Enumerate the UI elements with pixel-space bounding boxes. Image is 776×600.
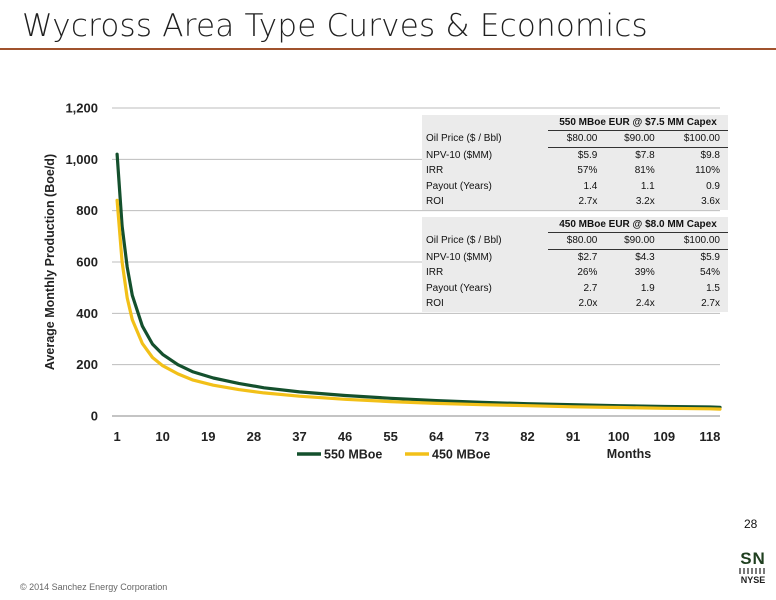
x-tick-label: 100 (608, 429, 630, 444)
series-line (115, 152, 722, 409)
page-title: Wycross Area Type Curves & Economics (22, 8, 648, 44)
cell-value: $5.9 (577, 149, 598, 161)
cell-value: $100.00 (662, 232, 728, 250)
x-tick-label: 82 (520, 429, 534, 444)
cell-value: $5.9 (700, 251, 720, 263)
legend-label: 450 MBoe (432, 448, 490, 462)
exchange-label: NYSE (740, 575, 766, 585)
cell-value: $7.8 (635, 149, 655, 161)
cell-value: $80.00 (548, 130, 606, 148)
cell-value: $90.00 (605, 232, 663, 250)
cell-value: 3.6x (701, 196, 720, 208)
cell-value: 2.4x (635, 298, 655, 310)
table-row: Payout (Years) 1.4 1.1 0.9 (422, 179, 728, 195)
x-tick-label: 37 (292, 429, 306, 444)
cell-value: $80.00 (548, 232, 606, 250)
legend-label: 550 MBoe (324, 448, 382, 462)
series-line (115, 198, 722, 411)
cell-value: 1.5 (706, 282, 720, 294)
cell-value: 1.1 (640, 180, 655, 192)
row-label: ROI (426, 196, 444, 208)
econ-table-450: 450 MBoe EUR @ $8.0 MM Capex Oil Price (… (422, 217, 728, 312)
cell-value: 0.9 (706, 180, 720, 192)
x-tick-label: 19 (201, 429, 215, 444)
y-tick-label: 400 (76, 306, 98, 321)
table-row: Oil Price ($ / Bbl) $80.00 $90.00 $100.0… (422, 232, 728, 250)
cell-value: 2.0x (578, 298, 598, 310)
cell-value: $2.7 (577, 251, 598, 263)
cell-value: 2.7x (578, 196, 598, 208)
cell-value: 54% (699, 267, 720, 279)
x-tick-label: 91 (566, 429, 580, 444)
company-logo: SN NYSE (736, 549, 770, 585)
x-tick-label: 109 (653, 429, 675, 444)
cell-value: 3.2x (635, 196, 655, 208)
cell-value: 2.7x (701, 298, 720, 310)
x-tick-label: 55 (383, 429, 397, 444)
cell-value: $4.3 (635, 251, 655, 263)
logo-grid-icon (739, 568, 767, 574)
cell-value: $90.00 (605, 130, 663, 148)
econ-table-title: 450 MBoe EUR @ $8.0 MM Capex (548, 217, 728, 233)
y-tick-label: 0 (91, 409, 98, 424)
table-row: Oil Price ($ / Bbl) $80.00 $90.00 $100.0… (422, 130, 728, 148)
x-tick-label: 10 (155, 429, 169, 444)
y-tick-label: 1,000 (65, 152, 98, 167)
cell-value: $9.8 (700, 149, 720, 161)
row-label: Payout (Years) (426, 180, 492, 192)
econ-table-title: 550 MBoe EUR @ $7.5 MM Capex (548, 115, 728, 131)
row-label: IRR (426, 165, 444, 177)
x-tick-label: 118 (699, 429, 720, 444)
x-tick-label: 64 (429, 429, 444, 444)
table-row: NPV-10 ($MM) $2.7 $4.3 $5.9 (422, 249, 728, 265)
cell-value: 39% (634, 267, 655, 279)
copyright-notice: © 2014 Sanchez Energy Corporation (20, 582, 168, 592)
cell-value: 81% (634, 165, 655, 177)
y-tick-label: 800 (76, 203, 98, 218)
row-label: Payout (Years) (426, 282, 492, 294)
cell-value: 1.4 (583, 180, 598, 192)
cell-value: 2.7 (583, 282, 598, 294)
y-axis-label: Average Monthly Production (Boe/d) (43, 154, 57, 370)
cell-value: $100.00 (662, 130, 728, 148)
x-tick-label: 46 (338, 429, 352, 444)
row-label: Oil Price ($ / Bbl) (426, 133, 502, 145)
cell-value: 57% (577, 165, 598, 177)
x-tick-label: 73 (475, 429, 489, 444)
cell-value: 110% (695, 165, 720, 177)
x-tick-label: 28 (247, 429, 261, 444)
table-row: ROI 2.7x 3.2x 3.6x (422, 194, 728, 210)
y-tick-label: 200 (76, 357, 98, 372)
econ-table-550: 550 MBoe EUR @ $7.5 MM Capex Oil Price (… (422, 115, 728, 210)
y-tick-label: 600 (76, 255, 98, 270)
row-label: NPV-10 ($MM) (426, 149, 493, 161)
table-row: IRR 57% 81% 110% (422, 163, 728, 179)
table-row: IRR 26% 39% 54% (422, 265, 728, 281)
table-row: NPV-10 ($MM) $5.9 $7.8 $9.8 (422, 147, 728, 163)
cell-value: 26% (577, 267, 598, 279)
page-number: 28 (744, 517, 758, 531)
table-row: Payout (Years) 2.7 1.9 1.5 (422, 281, 728, 297)
row-label: ROI (426, 298, 444, 310)
y-tick-label: 1,200 (65, 101, 98, 116)
table-row: ROI 2.0x 2.4x 2.7x (422, 296, 728, 312)
cell-value: 1.9 (640, 282, 655, 294)
logo-text: SN (740, 549, 766, 568)
title-divider (0, 48, 776, 50)
row-label: Oil Price ($ / Bbl) (426, 235, 502, 247)
row-label: NPV-10 ($MM) (426, 251, 493, 263)
x-tick-label: 1 (113, 429, 120, 444)
x-axis-label: Months (607, 447, 651, 461)
row-label: IRR (426, 267, 444, 279)
